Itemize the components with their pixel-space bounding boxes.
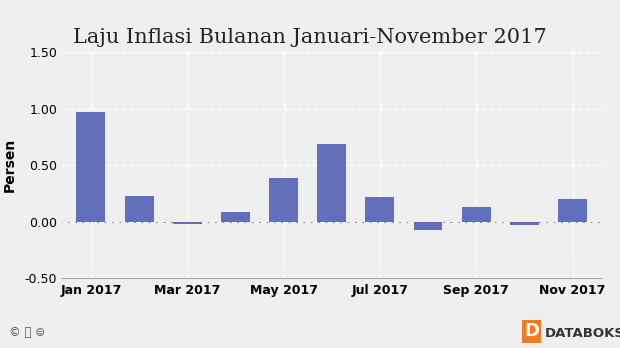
- Bar: [558, 199, 587, 222]
- Text: D: D: [524, 322, 539, 340]
- Bar: [414, 222, 443, 230]
- Y-axis label: Persen: Persen: [2, 138, 16, 192]
- Bar: [125, 196, 154, 222]
- Bar: [365, 197, 394, 222]
- Bar: [221, 212, 250, 222]
- Text: Laju Inflasi Bulanan Januari-November 2017: Laju Inflasi Bulanan Januari-November 20…: [73, 28, 547, 47]
- Bar: [269, 178, 298, 222]
- Text: © ⓘ ⊜: © ⓘ ⊜: [9, 326, 45, 339]
- Bar: [76, 112, 105, 222]
- Bar: [462, 207, 490, 222]
- Bar: [317, 144, 346, 222]
- Bar: [510, 222, 539, 225]
- Bar: [173, 222, 202, 224]
- Text: DATABOKS: DATABOKS: [544, 327, 620, 340]
